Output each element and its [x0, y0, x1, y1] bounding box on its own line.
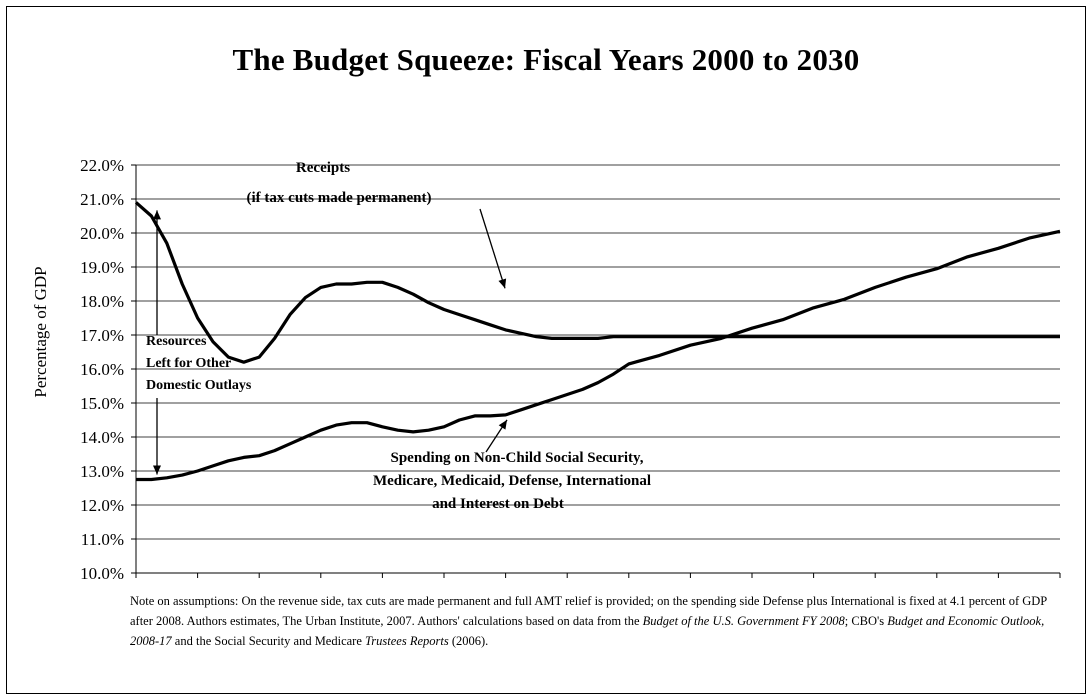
- note-cbo-title: Budget and Economic Outlook, 2008-17: [130, 614, 1045, 648]
- y-tick-label: 22.0%: [80, 156, 124, 175]
- y-tick-label: 10.0%: [80, 564, 124, 583]
- note-mid2: and the Social Security and Medicare: [171, 634, 366, 648]
- annotation-spending-2: Medicare, Medicaid, Defense, Internation…: [373, 473, 651, 489]
- series-lines: [134, 201, 1061, 482]
- receipts-arrow-head: [498, 278, 507, 289]
- y-tick-label: 16.0%: [80, 360, 124, 379]
- note-mid: ; CBO's: [844, 614, 888, 628]
- y-tick-label: 19.0%: [80, 258, 124, 277]
- spending-arrow-head: [498, 419, 507, 430]
- gridlines: [136, 164, 1060, 540]
- annotation-spending-1: Spending on Non-Child Social Security,: [391, 450, 644, 466]
- y-tick-label: 21.0%: [80, 190, 124, 209]
- y-tick-label: 12.0%: [80, 496, 124, 515]
- y-tick-labels: 10.0% 11.0% 12.0% 13.0% 14.0% 15.0% 16.0% 17.0%…: [80, 156, 124, 583]
- y-tick-label: 17.0%: [80, 326, 124, 345]
- y-tick-label: 20.0%: [80, 224, 124, 243]
- annotation-resources-2: Left for Other: [146, 356, 231, 371]
- annotation-arrows: [153, 208, 508, 475]
- chart-frame: [6, 6, 1086, 694]
- note-prefix: Note on assumptions: On the revenue side…: [130, 594, 1047, 628]
- y-tick-label: 15.0%: [80, 394, 124, 413]
- annotation-receipts-1: Receipts: [296, 160, 350, 176]
- axes: [131, 164, 1061, 578]
- resources-arrow-up-head: [153, 210, 161, 220]
- y-tick-label: 11.0%: [81, 530, 124, 549]
- series-line-2: [136, 229, 1061, 482]
- y-tick-label: 13.0%: [80, 462, 124, 481]
- series-line-1: [134, 201, 1060, 364]
- annotation-spending-3: and Interest on Debt: [432, 496, 564, 512]
- y-tick-label: 14.0%: [80, 428, 124, 447]
- assumptions-note: Note on assumptions: On the revenue side…: [130, 591, 1070, 651]
- y-tick-label: 18.0%: [80, 292, 124, 311]
- resources-arrow-down-head: [153, 465, 161, 475]
- y-axis-label: Percentage of GDP: [31, 266, 50, 397]
- annotation-resources-1: Resources: [146, 334, 207, 349]
- chart-title: The Budget Squeeze: Fiscal Years 2000 to…: [232, 42, 860, 77]
- note-trustees-title: Trustees Reports: [365, 634, 449, 648]
- receipts-arrow: [479, 208, 506, 289]
- note-suffix: (2006).: [448, 634, 489, 648]
- annotation-receipts-2: (if tax cuts made permanent): [247, 190, 432, 206]
- annotation-resources-3: Domestic Outlays: [146, 378, 252, 393]
- note-budget-title: Budget of the U.S. Government FY 2008: [642, 614, 845, 628]
- chart-area: 10.0% 11.0% 12.0% 13.0% 14.0% 15.0% 16.0% 17.0%…: [31, 156, 1061, 583]
